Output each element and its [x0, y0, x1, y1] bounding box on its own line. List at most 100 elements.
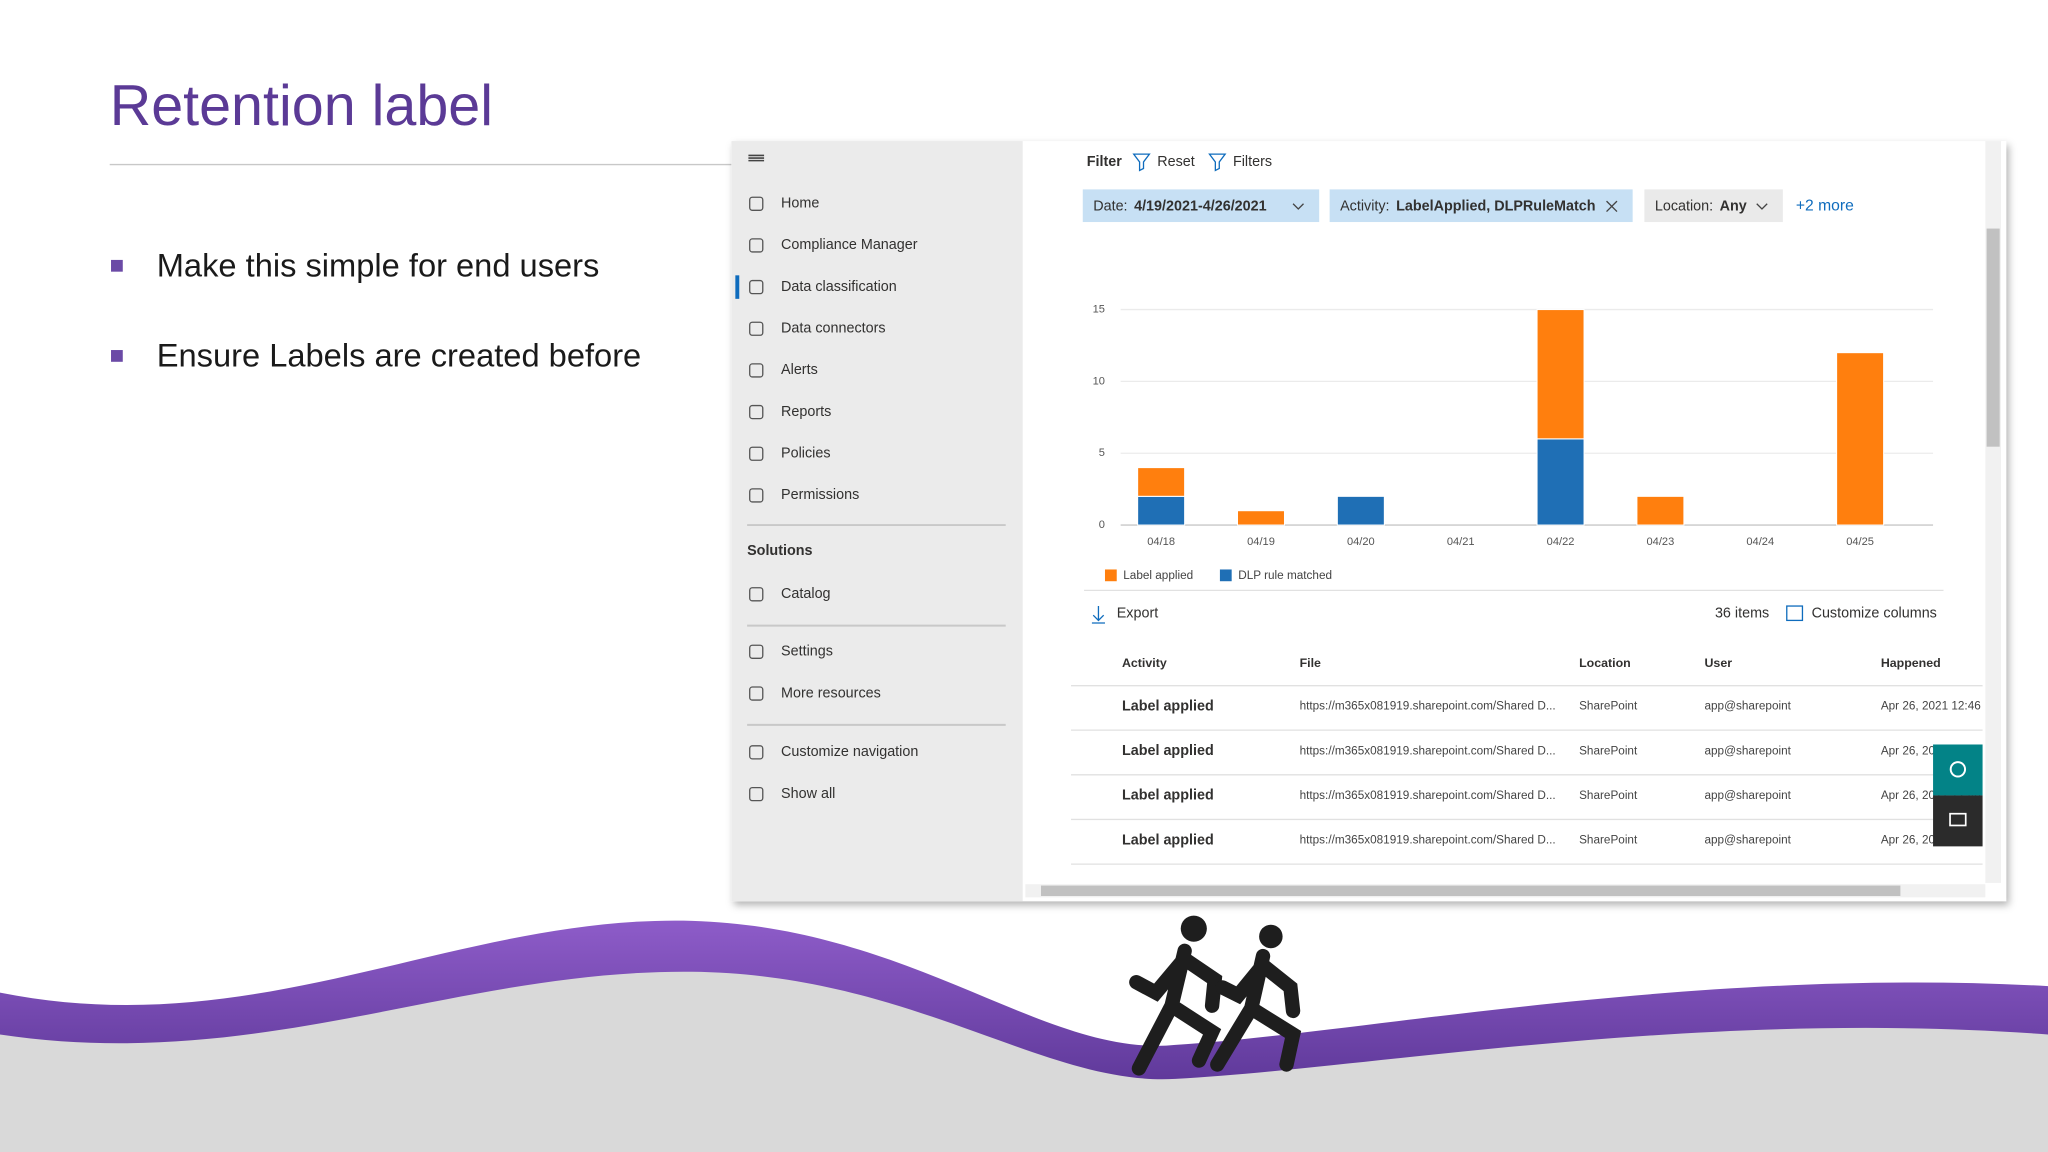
filter-icon	[1132, 153, 1151, 172]
x-tick-label: 04/22	[1547, 536, 1575, 548]
table-cell: https://m365x081919.sharepoint.com/Share…	[1300, 834, 1556, 847]
nav-section: Solutions	[747, 543, 812, 559]
legend-swatch	[1219, 569, 1232, 582]
column-header: Happened	[1881, 656, 1941, 670]
x-tick-label: 04/18	[1147, 536, 1175, 548]
content-pane: Filter Reset Filters Date: 4/19/2021-4/26/20…	[1071, 153, 1983, 865]
x-tick-label: 04/21	[1447, 536, 1475, 548]
v-scroll-thumb[interactable]	[1986, 228, 2000, 447]
y-tick-label: 5	[1099, 447, 1105, 459]
bar-segment	[1236, 510, 1286, 526]
legend-label: Label applied	[1123, 569, 1193, 582]
slide-title: Retention label	[110, 74, 493, 138]
bar-segment	[1137, 467, 1186, 497]
export-button[interactable]: Export	[1117, 606, 1159, 622]
help-button[interactable]	[1933, 744, 1983, 796]
nav-icon	[749, 279, 764, 295]
table-cell: app@sharepoint	[1704, 789, 1791, 802]
nav-item: Customize navigation	[781, 744, 918, 760]
table-cell: https://m365x081919.sharepoint.com/Share…	[1300, 744, 1556, 757]
column-header: User	[1704, 656, 1732, 670]
pill-chevron	[1756, 203, 1768, 210]
x-tick-label: 04/25	[1846, 536, 1874, 548]
more-filters[interactable]: +2 more	[1796, 198, 1854, 215]
table-cell: SharePoint	[1579, 789, 1638, 802]
nav-icon	[749, 488, 764, 503]
nav-icon	[749, 321, 764, 336]
nav-selected	[735, 275, 740, 299]
bar-segment	[1536, 438, 1585, 526]
export-icon	[1091, 606, 1105, 624]
filter-pill-text: Date: 4/19/2021-4/26/2021	[1093, 198, 1266, 214]
nav-icon	[749, 446, 764, 461]
bullet-marker	[111, 259, 123, 272]
nav-icon	[749, 587, 764, 602]
table-cell: Label applied	[1122, 832, 1214, 848]
table-cell: SharePoint	[1579, 700, 1638, 713]
table-cell: https://m365x081919.sharepoint.com/Share…	[1300, 789, 1556, 802]
nav-item: Catalog	[781, 586, 831, 602]
wave-gray	[0, 971, 2048, 1152]
filters-button[interactable]: Filters	[1233, 154, 1272, 170]
table-cell: Label applied	[1122, 698, 1214, 714]
column-header: Activity	[1122, 656, 1167, 670]
customize-columns[interactable]: Customize columns	[1812, 606, 1937, 622]
nav-item: Reports	[781, 404, 831, 420]
pill-chevron	[1292, 203, 1304, 210]
filter-pill[interactable]	[1082, 189, 1320, 223]
nav-icon	[749, 363, 764, 378]
runners	[1129, 915, 1302, 1076]
nav-pane	[731, 141, 1023, 902]
nav-item: Data classification	[781, 279, 897, 295]
pill-value: LabelApplied, DLPRuleMatch	[1396, 198, 1595, 214]
filter-pill[interactable]	[1644, 189, 1783, 223]
nav-item: Permissions	[781, 487, 859, 503]
y-tick-label: 10	[1093, 375, 1105, 387]
y-tick-label: 15	[1093, 303, 1105, 315]
columns-icon	[1786, 605, 1804, 622]
filter-pill-text: Activity: LabelApplied, DLPRuleMatch	[1340, 198, 1595, 214]
nav-icon	[749, 786, 764, 802]
help-icon	[1949, 761, 1967, 778]
column-header: File	[1300, 656, 1321, 670]
bar-segment	[1137, 495, 1186, 526]
nav-icon	[749, 196, 764, 211]
filter-pill[interactable]	[1329, 189, 1633, 223]
table-cell: app@sharepoint	[1704, 744, 1791, 757]
table-cell: https://m365x081919.sharepoint.com/Share…	[1300, 700, 1556, 713]
feedback-button[interactable]	[1933, 795, 1983, 847]
filter-icon	[1208, 153, 1227, 172]
nav-item: Settings	[781, 644, 833, 660]
pill-key: Activity:	[1340, 198, 1389, 214]
nav-item: Data connectors	[781, 321, 886, 337]
bar-segment	[1336, 495, 1385, 526]
pill-value: Any	[1720, 198, 1747, 214]
h-scroll-thumb[interactable]	[1040, 885, 1901, 896]
pill-key: Location:	[1655, 198, 1713, 214]
nav-item: Alerts	[781, 362, 818, 378]
bar-segment	[1836, 352, 1885, 526]
table-cell: Label applied	[1122, 743, 1214, 759]
bullet-marker	[111, 350, 123, 362]
filter-pill-text: Location: Any	[1655, 198, 1747, 214]
nav-item: More resources	[781, 685, 881, 701]
nav-item: Policies	[781, 446, 830, 462]
nav-item: Compliance Manager	[781, 237, 918, 253]
column-header: Location	[1579, 656, 1631, 670]
nav-item: Home	[781, 196, 819, 212]
bullet-text: Make this simple for end users	[157, 246, 600, 283]
nav-icon	[749, 745, 764, 760]
bar-segment	[1636, 495, 1685, 526]
reset-button[interactable]: Reset	[1157, 154, 1195, 170]
item-count: 36 items	[1715, 606, 1769, 622]
filter-label: Filter	[1087, 154, 1123, 170]
x-tick-label: 04/20	[1347, 536, 1375, 548]
feedback-icon	[1949, 812, 1967, 827]
bar-segment	[1536, 309, 1585, 440]
nav-icon	[749, 686, 764, 701]
pill-value: 4/19/2021-4/26/2021	[1134, 198, 1267, 214]
pill-chevron	[1606, 200, 1618, 213]
pill-key: Date:	[1093, 198, 1127, 214]
